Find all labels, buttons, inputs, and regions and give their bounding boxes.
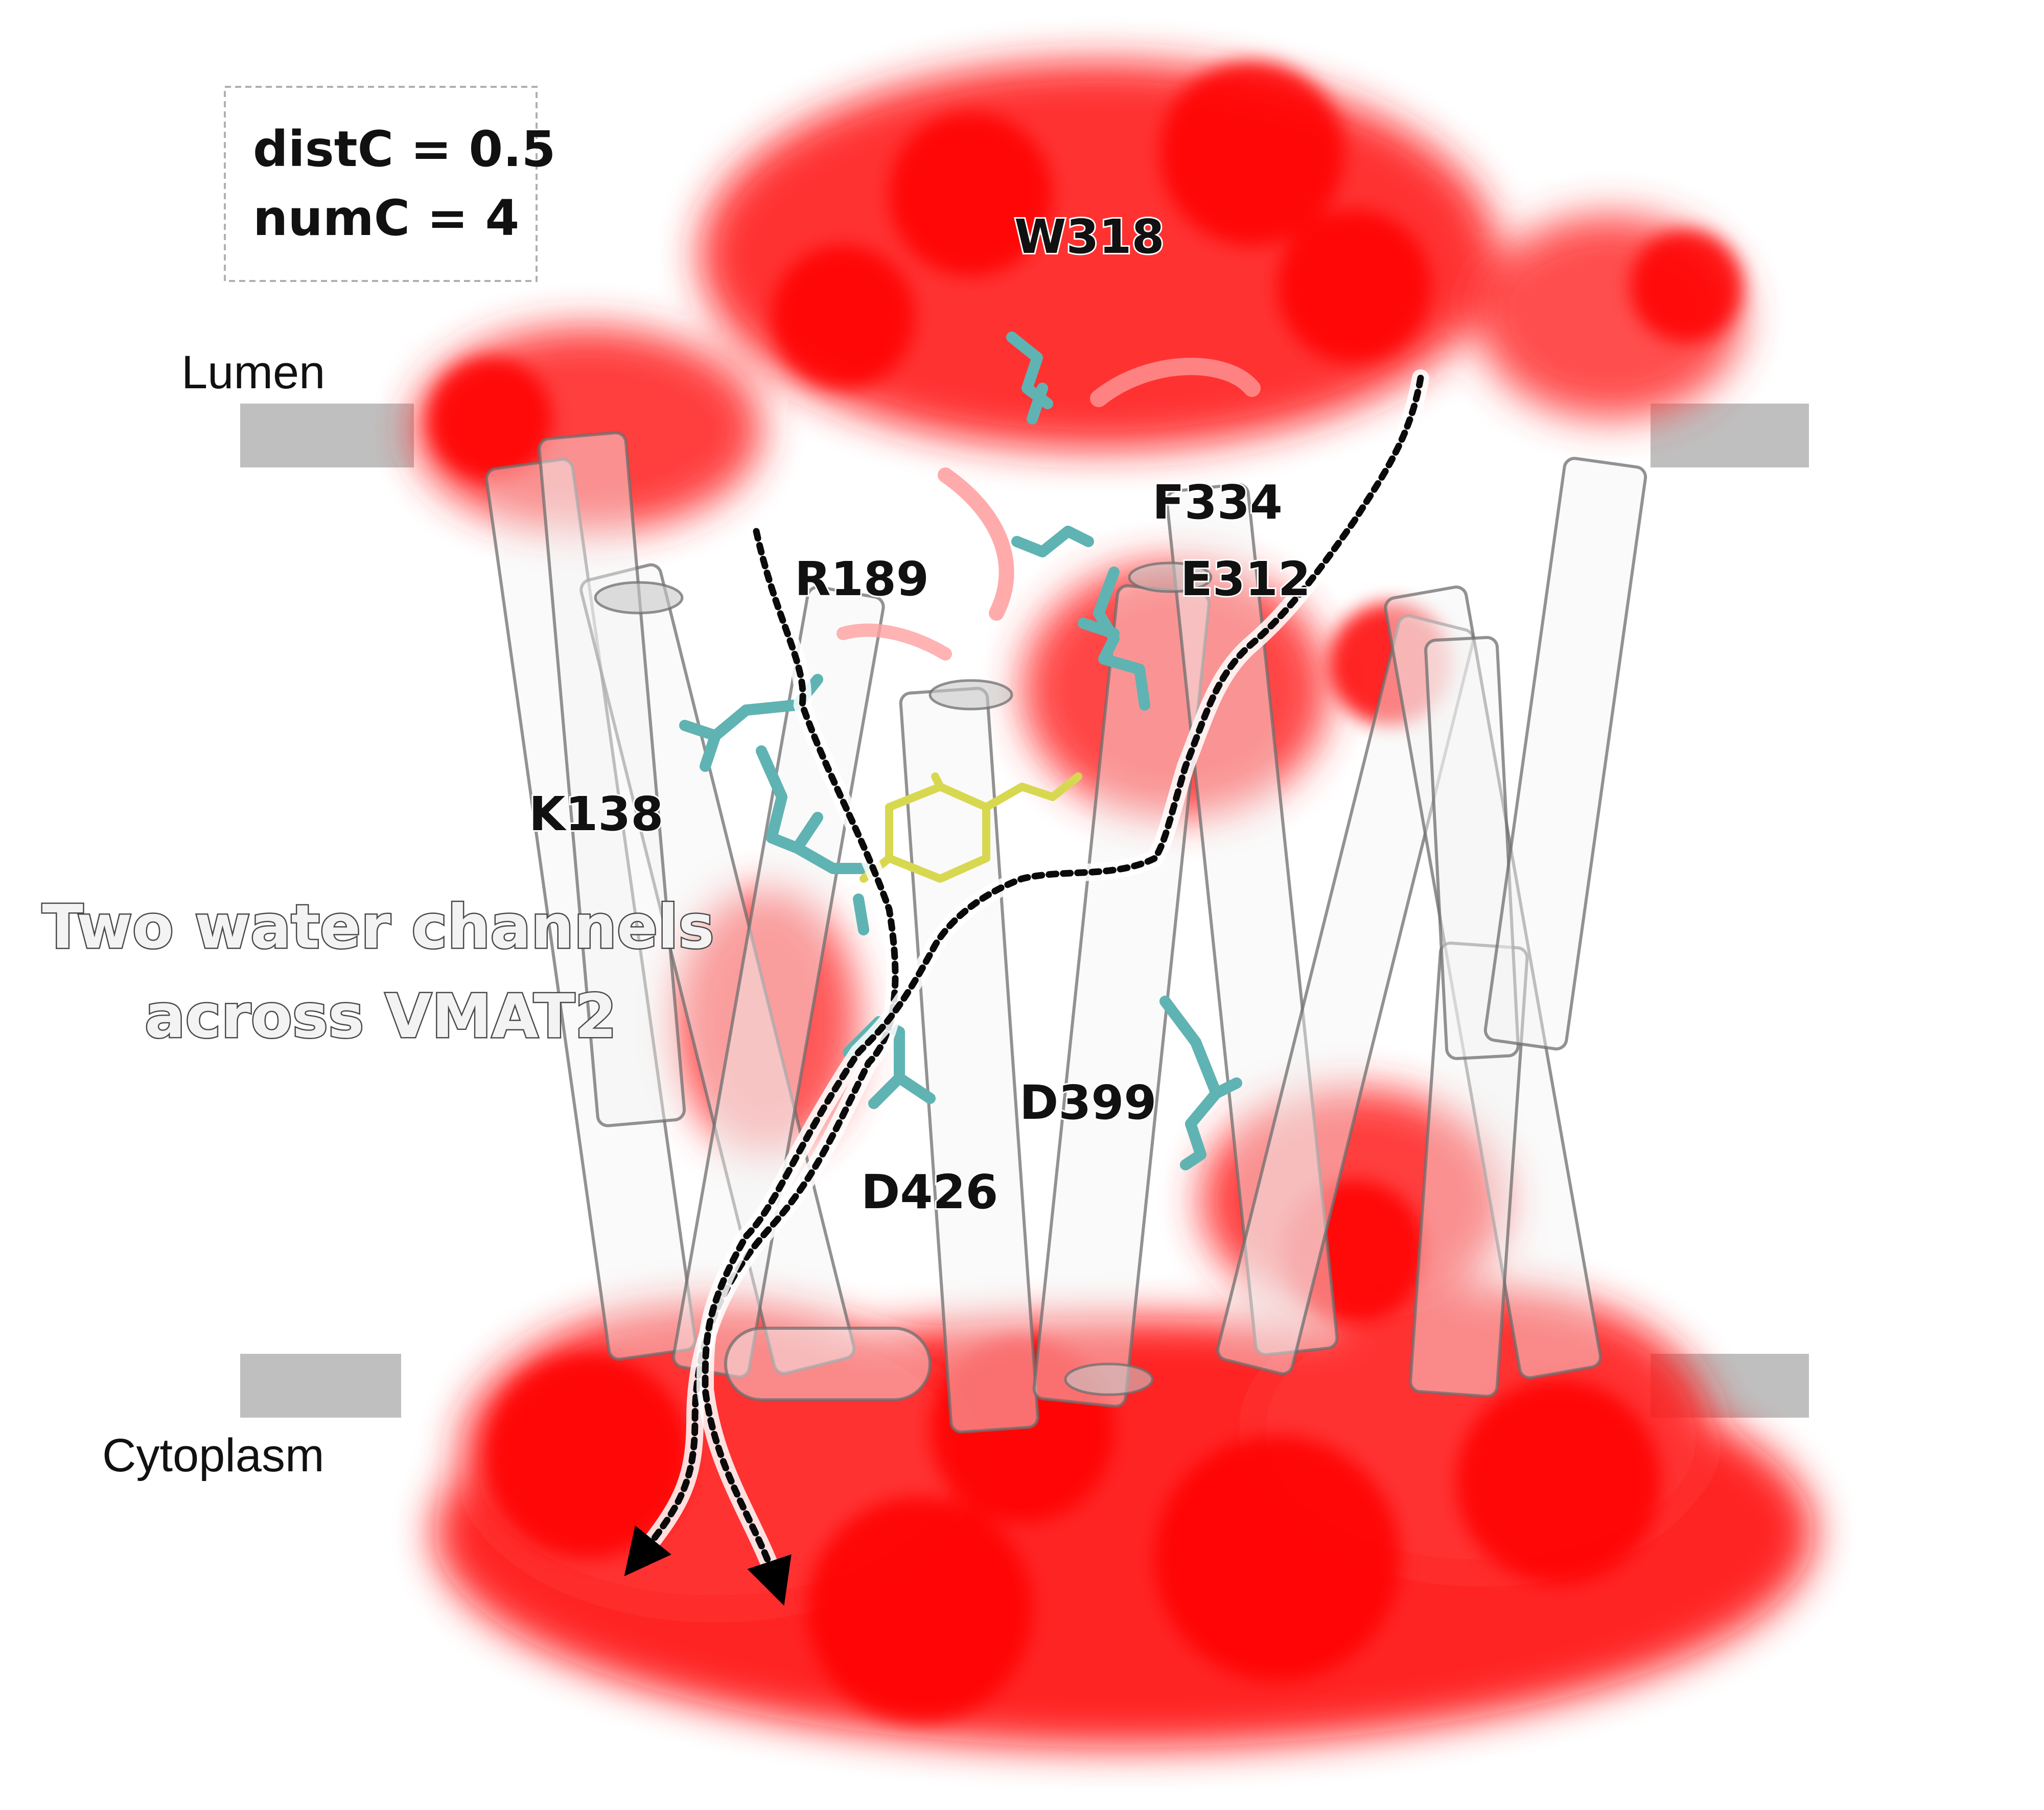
residue-label-w318: W318 xyxy=(1014,209,1165,264)
cytoplasm-bar-left xyxy=(240,1354,401,1418)
residue-label-f334: F334 xyxy=(1152,475,1283,530)
lumen-bar-left xyxy=(240,404,414,467)
helix-end-cap xyxy=(594,581,684,615)
title-line-1: Two water channels xyxy=(42,891,714,962)
helix-end-cap xyxy=(1064,1362,1154,1396)
title-line-2: across VMAT2 xyxy=(145,981,617,1051)
residue-label-d426: D426 xyxy=(861,1165,998,1219)
residue-label-r189: R189 xyxy=(795,552,929,606)
residue-label-d399: D399 xyxy=(1019,1075,1156,1130)
helix xyxy=(1483,457,1647,1051)
param-distc: distC = 0.5 xyxy=(253,121,555,178)
parameter-box: distC = 0.5 numC = 4 xyxy=(224,86,555,282)
residue-side-chains xyxy=(679,332,1242,1170)
residue-labels: W318 F334 R189 E312 K138 D399 D426 xyxy=(527,208,1312,1221)
helix xyxy=(1216,614,1475,1375)
loop-segments xyxy=(837,358,1261,661)
helix-end-cap xyxy=(1128,561,1213,593)
water-channel-paths xyxy=(624,369,1429,1606)
residue-label-e312: E312 xyxy=(1180,552,1311,606)
param-numc: numC = 4 xyxy=(253,190,519,247)
helix xyxy=(485,458,697,1361)
lumen-bar-right xyxy=(1651,404,1809,467)
figure-title: Two water channels across VMAT2 xyxy=(41,890,715,1053)
residue-label-k138: K138 xyxy=(529,787,663,841)
cytoplasm-label: Cytoplasm xyxy=(102,1429,324,1482)
lumen-label: Lumen xyxy=(181,346,325,398)
helix-end-cap xyxy=(928,679,1013,711)
helix xyxy=(538,431,686,1127)
helix-short xyxy=(724,1327,932,1401)
